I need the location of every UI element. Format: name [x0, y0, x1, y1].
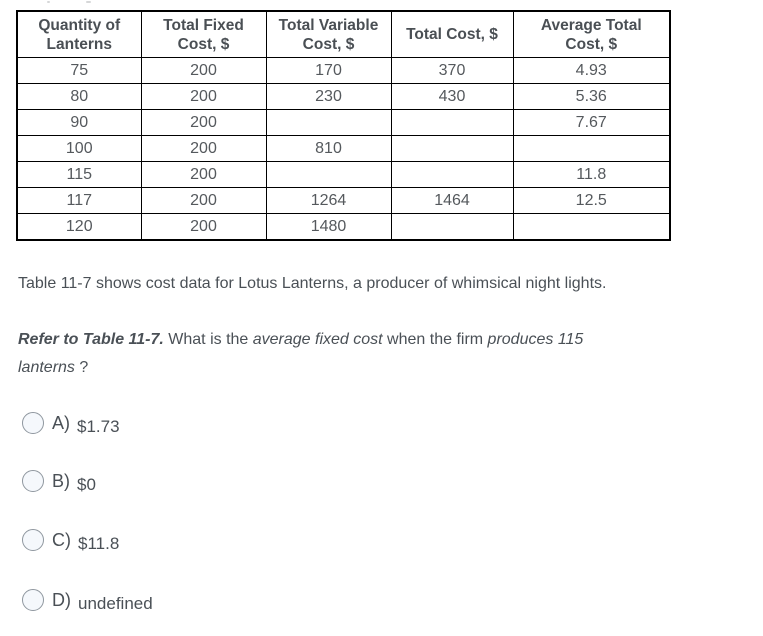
table-cell: 115	[16, 161, 142, 188]
option-letter: B)	[52, 470, 70, 491]
table-cell: 75	[16, 57, 142, 84]
table-cell	[512, 213, 671, 241]
table-row: 117 200 1264 1464 12.5	[16, 187, 671, 214]
table-cell	[390, 135, 514, 162]
table-cell: 170	[265, 57, 392, 84]
question-text: Refer to Table 11-7. What is the average…	[18, 326, 738, 382]
radio-button-b[interactable]	[22, 470, 44, 492]
table-row: 90 200 7.67	[16, 109, 671, 136]
crop-artifact	[47, 1, 50, 3]
header-line: Average Total	[540, 16, 642, 34]
option-value: $0	[77, 475, 96, 494]
table-cell: 90	[16, 109, 142, 136]
cost-table: Quantity of Lanterns Total Fixed Cost, $ T…	[16, 10, 671, 241]
table-cell: 7.67	[512, 109, 671, 136]
question-segment: ?	[74, 359, 89, 376]
table-cell: 120	[16, 213, 142, 241]
table-cell	[265, 109, 392, 136]
table-cell: 5.36	[512, 83, 671, 110]
table-header-cell: Quantity of Lanterns	[16, 10, 142, 58]
header-line: Quantity of	[38, 16, 121, 34]
header-line: Total Fixed	[163, 16, 244, 34]
option-value: $1.73	[77, 417, 120, 436]
option-value: undefined	[78, 594, 153, 613]
table-header-cell: Average Total Cost, $	[512, 10, 671, 58]
table-cell: 430	[390, 83, 514, 110]
table-cell: 230	[265, 83, 392, 110]
table-cell: 370	[390, 57, 514, 84]
option-letter: A)	[52, 412, 70, 433]
table-cell: 200	[140, 187, 267, 214]
table-cell: 1264	[265, 187, 392, 214]
header-line: Cost, $	[177, 35, 230, 53]
table-cell	[512, 135, 671, 162]
table-row: 120 200 1480	[16, 213, 671, 241]
table-header-cell: Total Variable Cost, $	[265, 10, 392, 58]
table-cell: 1480	[265, 213, 392, 241]
header-line: Lanterns	[46, 35, 112, 53]
question-segment: What is the	[163, 331, 253, 348]
option-letter: D)	[52, 589, 71, 610]
answer-option-d[interactable]: D) undefined	[22, 588, 153, 613]
question-emphasis: produces 115	[487, 331, 584, 348]
table-header-cell: Total Cost, $	[390, 10, 514, 58]
table-cell: 117	[16, 187, 142, 214]
question-segment: when the firm	[382, 331, 488, 348]
radio-button-d[interactable]	[22, 589, 44, 611]
table-cell: 200	[140, 213, 267, 241]
table-row: 115 200 11.8	[16, 161, 671, 188]
table-row: 80 200 230 430 5.36	[16, 83, 671, 110]
header-line: Cost, $	[565, 35, 618, 53]
radio-button-a[interactable]	[22, 412, 44, 434]
header-line: Total Variable	[278, 16, 379, 34]
option-letter: C)	[52, 529, 71, 550]
question-emphasis: average fixed cost	[252, 331, 383, 348]
answer-option-b[interactable]: B) $0	[22, 469, 96, 494]
table-row: 75 200 170 370 4.93	[16, 57, 671, 84]
table-cell: 100	[16, 135, 142, 162]
table-cell: 200	[140, 135, 267, 162]
answer-option-c[interactable]: C) $11.8	[22, 528, 120, 553]
table-row: 100 200 810	[16, 135, 671, 162]
table-header-row: Quantity of Lanterns Total Fixed Cost, $ T…	[16, 10, 671, 58]
table-cell: 11.8	[512, 161, 671, 188]
table-cell	[390, 161, 514, 188]
table-cell: 200	[140, 161, 267, 188]
table-description: Table 11-7 shows cost data for Lotus Lan…	[18, 275, 607, 292]
table-cell: 1464	[390, 187, 514, 214]
table-cell: 12.5	[512, 187, 671, 214]
table-cell: 200	[140, 109, 267, 136]
answer-option-a[interactable]: A) $1.73	[22, 411, 120, 436]
table-cell	[390, 213, 514, 241]
table-cell: 200	[140, 57, 267, 84]
table-cell: 810	[265, 135, 392, 162]
table-cell: 200	[140, 83, 267, 110]
question-emphasis: lanterns	[18, 359, 75, 376]
table-cell	[390, 109, 514, 136]
option-value: $11.8	[78, 534, 120, 553]
crop-artifact	[86, 1, 91, 3]
question-refer: Refer to Table 11-7.	[18, 331, 164, 348]
table-header-cell: Total Fixed Cost, $	[140, 10, 267, 58]
header-line: Total Cost, $	[406, 26, 498, 43]
table-cell: 4.93	[512, 57, 671, 84]
header-line: Cost, $	[302, 35, 355, 53]
radio-button-c[interactable]	[22, 529, 44, 551]
table-cell	[265, 161, 392, 188]
table-cell: 80	[16, 83, 142, 110]
